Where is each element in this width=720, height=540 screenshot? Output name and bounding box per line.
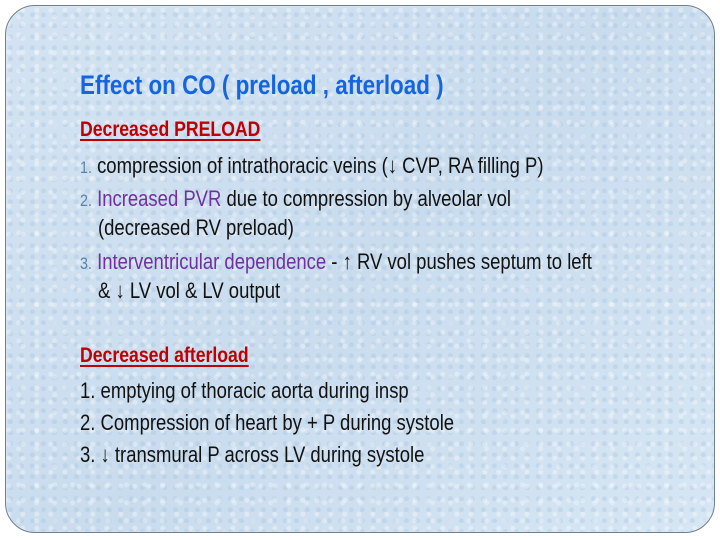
- slide-title: Effect on CO ( preload , afterload ): [80, 70, 444, 100]
- preload-item-2: 2. Increased PVR due to compression by a…: [80, 186, 511, 212]
- item-number: 1.: [80, 158, 92, 177]
- item-text: compression of intrathoracic veins (↓ CV…: [97, 153, 544, 178]
- preload-heading: Decreased PRELOAD: [80, 118, 261, 141]
- afterload-item-2: 2. Compression of heart by + P during sy…: [80, 410, 455, 435]
- preload-item-3-continuation: & ↓ LV vol & LV output: [98, 278, 281, 303]
- item-text: - ↑ RV vol pushes septum to left: [326, 249, 592, 274]
- afterload-item-1: 1. emptying of thoracic aorta during ins…: [80, 378, 409, 403]
- item-highlight: Increased PVR: [97, 186, 222, 211]
- afterload-heading: Decreased afterload: [80, 344, 249, 367]
- preload-item-2-continuation: (decreased RV preload): [98, 215, 294, 240]
- preload-item-3: 3. Interventricular dependence - ↑ RV vo…: [80, 249, 592, 275]
- afterload-item-3: 3. ↓ transmural P across LV during systo…: [80, 442, 425, 467]
- item-number: 3.: [80, 254, 92, 273]
- item-number: 2.: [80, 191, 92, 210]
- preload-item-1: 1. compression of intrathoracic veins (↓…: [80, 153, 544, 179]
- slide-panel: [5, 5, 715, 533]
- item-text: due to compression by alveolar vol: [221, 186, 512, 211]
- item-highlight: Interventricular dependence: [97, 249, 327, 274]
